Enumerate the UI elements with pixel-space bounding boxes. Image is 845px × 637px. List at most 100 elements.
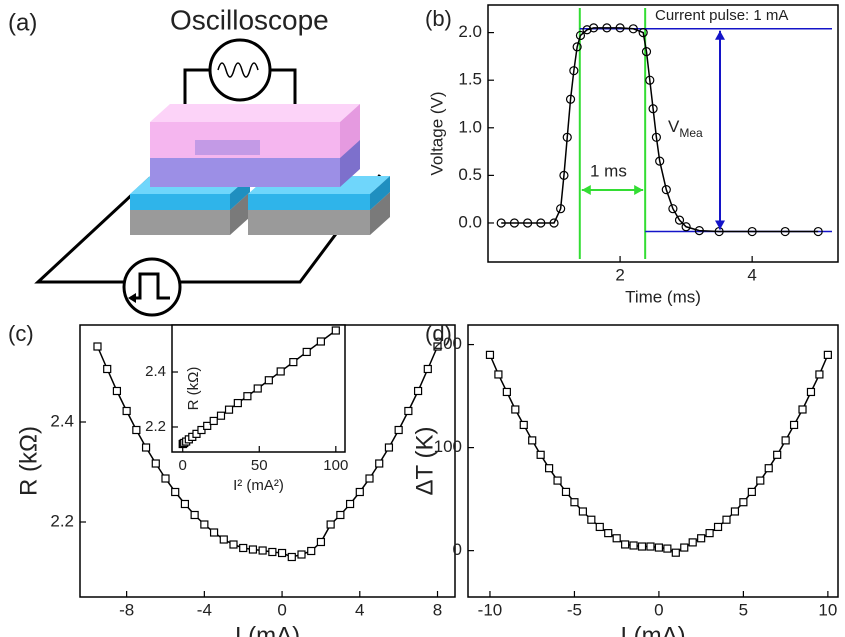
plot-frame — [467, 324, 839, 598]
x-tick-label: 0 — [654, 600, 663, 619]
data-point — [413, 386, 423, 396]
data-point — [595, 522, 604, 532]
data-point — [747, 226, 757, 237]
data-point — [209, 528, 219, 537]
data-point — [365, 474, 374, 483]
oscilloscope-icon — [208, 38, 272, 102]
data-point — [565, 94, 576, 104]
data-point — [233, 398, 242, 408]
data-point — [629, 541, 638, 550]
circuit-diagram: (a) Oscilloscope — [8, 4, 390, 317]
data-point — [813, 226, 823, 237]
data-point — [394, 425, 403, 435]
data-point — [602, 23, 612, 33]
data-point — [688, 538, 697, 547]
data-point — [316, 337, 325, 346]
data-point — [575, 30, 586, 41]
y-tick-label: 200 — [434, 334, 462, 353]
data-point — [637, 542, 647, 551]
data-point — [336, 510, 345, 520]
y-tick-label: 2.4 — [145, 363, 166, 380]
layer-front — [130, 210, 230, 235]
x-tick-label: 10 — [818, 600, 837, 619]
layer-side — [230, 192, 250, 235]
data-point — [224, 405, 234, 414]
x-tick-label: 4 — [747, 265, 756, 284]
data-point — [671, 548, 680, 557]
data-point — [289, 358, 298, 367]
layer-front — [248, 194, 370, 210]
y-tick-label: 2.4 — [50, 411, 74, 430]
data-point — [103, 364, 112, 374]
y-axis-label: R (kΩ) — [15, 426, 42, 496]
y-tick-label: 100 — [434, 437, 462, 456]
panel-label: (b) — [425, 6, 452, 31]
data-point — [544, 464, 554, 473]
data-point — [200, 520, 209, 529]
data-point — [578, 507, 587, 516]
y-tick-label: 2.2 — [50, 511, 74, 530]
data-point — [694, 225, 704, 236]
y-tick-label: 2.2 — [145, 418, 166, 435]
layer-side — [370, 192, 390, 235]
data-point — [612, 534, 621, 543]
data-point — [663, 544, 672, 553]
data-point — [93, 342, 102, 351]
x-tick-label: 5 — [739, 600, 748, 619]
annotation: 1 ms — [590, 161, 627, 180]
data-point — [297, 550, 306, 559]
data-point — [509, 218, 520, 228]
annotation: Current pulse: 1 mA — [655, 7, 788, 24]
data-point — [587, 515, 596, 524]
data-point — [655, 156, 665, 166]
data-point — [203, 421, 212, 430]
data-point — [219, 535, 228, 544]
y-axis-label: Voltage (V) — [427, 91, 446, 175]
layer-front — [248, 210, 370, 235]
data-point — [485, 350, 495, 359]
data-point — [528, 436, 537, 445]
data-point — [519, 420, 528, 430]
data-point — [648, 104, 658, 114]
data-point — [621, 540, 630, 549]
y-axis-label: ΔT (K) — [411, 427, 438, 496]
data-point — [496, 218, 506, 228]
data-point — [248, 545, 258, 554]
x-tick-label: 4 — [355, 600, 364, 619]
x-tick-label: -8 — [119, 600, 134, 619]
data-point — [355, 487, 364, 497]
annotation-main: V — [668, 117, 680, 136]
panel-label: (c) — [8, 321, 34, 346]
data-point — [345, 499, 355, 509]
y-tick-label: 0.5 — [458, 165, 482, 184]
x-axis-label: Time (ms) — [625, 287, 701, 306]
chart-panel: 0 50 100 2.2 2.4 I² (mA²) R (kΩ) — [145, 324, 348, 494]
data-point — [561, 487, 571, 497]
diagram-title: Oscilloscope — [170, 4, 329, 35]
data-point — [604, 529, 613, 538]
data-point — [536, 450, 545, 459]
x-tick-label: -10 — [478, 600, 503, 619]
data-point — [764, 464, 773, 473]
plot-frame — [487, 4, 839, 263]
panel-label: (d) — [425, 321, 452, 346]
data-point — [229, 540, 238, 549]
data-point — [132, 425, 141, 435]
data-point — [112, 386, 122, 396]
data-point — [536, 218, 546, 228]
data-point — [502, 387, 511, 397]
data-point — [122, 406, 131, 416]
y-tick-label: 2.0 — [458, 22, 482, 41]
data-point — [697, 534, 706, 543]
data-point — [253, 384, 262, 393]
data-point — [264, 376, 273, 385]
data-point — [433, 342, 442, 351]
x-tick-label: -4 — [197, 600, 212, 619]
x-tick-label: 50 — [251, 457, 268, 474]
data-point — [638, 28, 648, 38]
data-point — [559, 170, 569, 180]
data-point — [806, 387, 816, 397]
data-point — [789, 420, 799, 430]
data-point — [572, 42, 582, 52]
